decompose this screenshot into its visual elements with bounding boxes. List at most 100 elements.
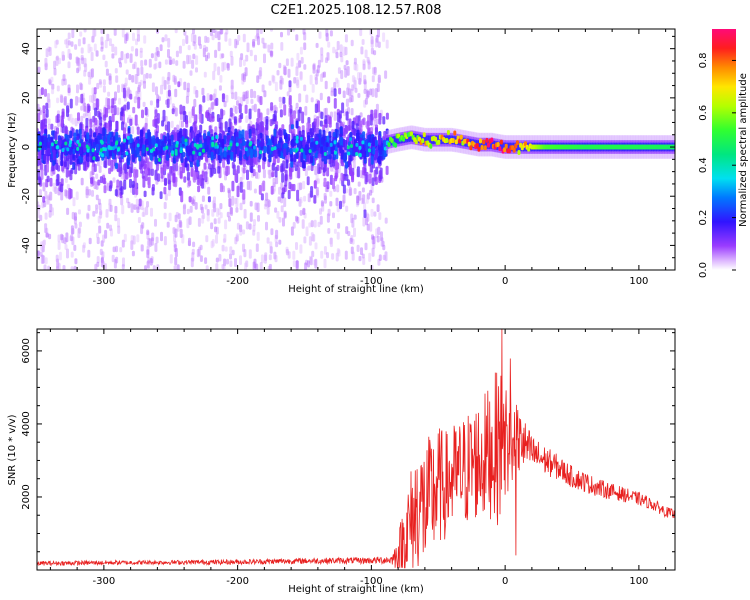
spectrogram-cell [226,62,230,69]
spectrogram-cell [359,170,363,179]
spectrogram-cell [266,144,270,154]
spectrogram-cell [116,147,120,152]
spectrogram-cell [63,161,67,168]
spectrogram-cell [85,188,89,199]
spectrogram-cell [98,165,102,173]
spectrogram-cell [297,109,301,122]
spectrogram-cell [123,233,127,243]
spectrogram-cell [340,172,344,182]
spectrogram-cell [186,171,190,181]
spectrogram-cell [227,146,231,151]
spectrogram-cell [487,142,490,148]
spectrogram-cell [98,79,102,85]
spectrogram-cell [94,263,98,270]
spectrogram-frame [36,28,676,271]
spectrogram-cell [257,164,261,173]
spectrogram-cell [256,173,260,180]
spectrogram-cell [208,113,212,123]
spectrogram-cell [54,140,58,145]
spectrogram-cell [313,118,317,126]
spectrogram-cell [196,159,200,167]
spectrogram-cell [345,205,349,212]
spectrogram-cell [186,54,190,65]
spectrogram-cell [320,146,324,155]
spectrogram-cell [224,32,228,42]
spectrogram-cell [326,52,330,61]
spectrogram-cell [273,104,277,111]
spectrogram-cell [385,165,389,175]
spectrogram-cell [261,37,265,44]
spectrogram-cell [299,136,303,141]
spectrogram-cell [243,140,246,146]
spectrogram-cell [124,34,128,44]
spectrogram-cell [295,242,298,250]
spectrogram-cell [350,144,353,148]
spectrogram-cell [235,142,239,147]
spectrogram-cell [310,220,314,228]
spectrogram-cell [238,130,242,139]
spectrogram-cell [256,202,260,213]
spectrogram-cell [299,196,303,204]
spectrogram-cell [362,194,366,204]
spectrogram-cell [332,178,335,190]
spectrogram-cell [44,57,48,68]
spectrogram-cell [310,186,314,198]
spectrogram-cell [217,41,221,52]
spectrogram-cell [246,90,249,99]
spectrogram-cell [335,197,339,207]
spectrogram-cell [151,82,155,93]
spectrogram-cell [266,206,270,215]
spectrogram-cell [215,234,218,244]
spectrogram-cell [320,200,324,207]
spectrogram-cell [365,217,368,226]
spectrogram-cell [335,77,339,84]
spectrogram-cell [288,85,292,93]
spectrogram-cell [77,164,81,171]
spectrogram-cell [275,229,279,240]
spectrogram-cell [63,97,67,106]
spectrogram-cell [182,60,186,69]
spectrogram-cell [188,55,192,65]
spectrogram-cell [269,50,273,56]
spectrogram-cell [167,121,171,133]
spectrogram-cell [327,96,331,104]
spectrogram-cell [266,237,270,244]
spectrogram-cell [138,198,142,207]
spectrogram-cell [228,198,232,208]
spectrogram-cell [362,59,366,66]
spectrogram-cell [270,228,274,236]
spectrogram-cell [196,174,200,186]
spectrogram-cell [97,198,101,205]
spectrogram-cell [154,143,158,148]
spectrogram-cell [140,224,144,235]
spectrogram-cell [248,249,252,259]
spectrogram-cell [41,244,45,253]
spectrogram-cell [281,124,285,131]
spectrogram-cell [43,137,47,148]
colorbar-tick-label: 0.6 [698,105,709,121]
spectrogram-cell [150,168,154,176]
spectrogram-cell [345,111,349,121]
spectrogram-cell [206,93,210,102]
spectrogram-cell [219,203,223,210]
spectrogram-cell [192,173,196,183]
spectrogram-cell [365,212,369,223]
spectrogram-cell [146,245,150,255]
spectrogram-cell [93,163,97,172]
spectrogram-cell [227,189,231,199]
spectrogram-cell [357,93,361,98]
spectrogram-cell [324,115,328,125]
spectrogram-cell [195,67,198,73]
spectrogram-cell [313,219,317,228]
spectrogram-cell [78,142,82,147]
spectrogram-cell [187,240,191,247]
spectrogram-cell [37,134,40,142]
spectrogram-cell [239,224,243,233]
spectrogram-cell [370,163,374,173]
spectrogram-cell [152,135,156,146]
x-tick-label: 0 [502,576,508,587]
spectrogram-cell [201,195,205,202]
spectrogram-cell [269,246,273,254]
spectrogram-cell [375,37,379,48]
spectrogram-cell [71,117,75,125]
